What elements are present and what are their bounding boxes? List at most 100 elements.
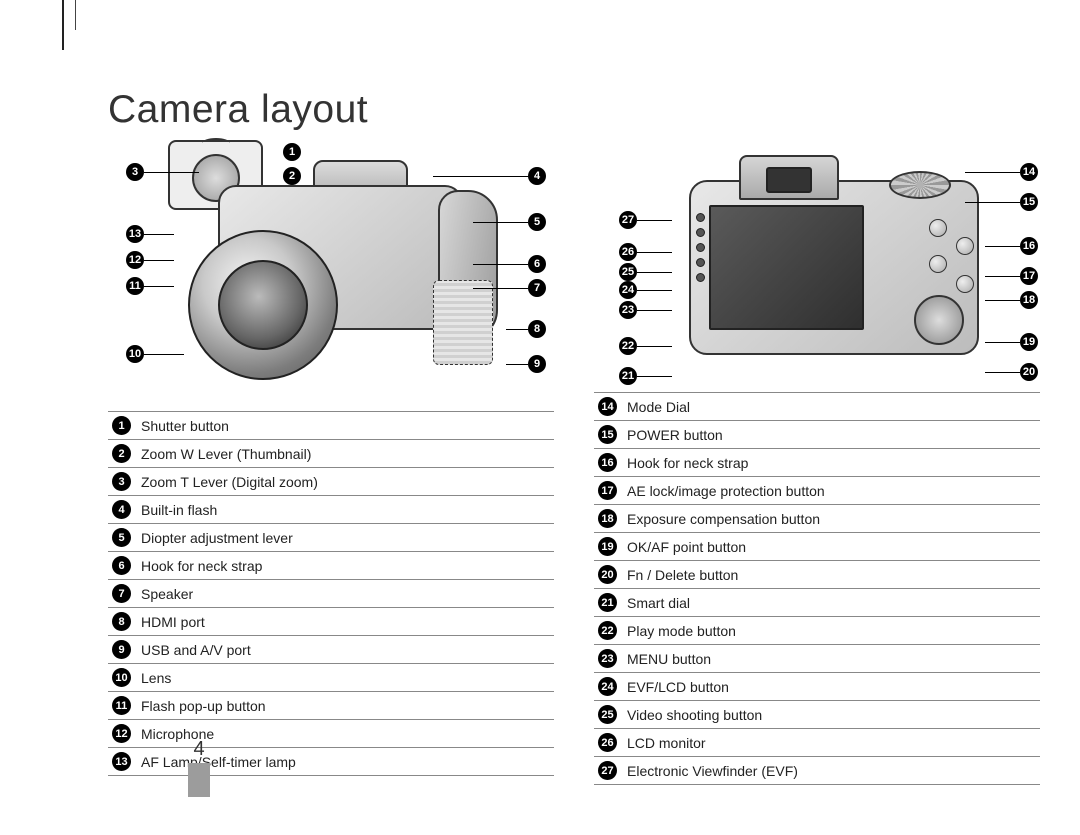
page-title: Camera layout [108,88,368,132]
legend-row: 6 Hook for neck strap [108,552,554,580]
legend-row: 21Smart dial [594,589,1040,617]
page-number-block: 4 [188,738,210,797]
callout-number-badge: 27 [619,211,637,229]
legend-row: 9USB and A/V port [108,636,554,664]
smart-dial-icon [914,295,964,345]
callout: 15 [965,193,1038,211]
legend-row: 24 EVF/LCD button [594,673,1040,701]
callout-number-badge: 22 [619,337,637,355]
callout-number-badge: 25 [619,263,637,281]
legend-label: Lens [141,670,550,686]
callout-leader-line [144,354,184,355]
callout: 23 [619,301,672,319]
legend-number-badge: 17 [598,481,617,500]
legend-number-badge: 12 [112,724,131,743]
callout-leader-line [144,286,174,287]
legend-number-badge: 6 [112,556,131,575]
callout-number-badge: 18 [1020,291,1038,309]
callout: 4 [433,167,546,185]
legend-label: Speaker [141,586,550,602]
legend-row: 8HDMI port [108,608,554,636]
callout-number-badge: 13 [126,225,144,243]
callout-number-badge: 1 [283,143,301,161]
callout-leader-line [985,342,1020,343]
legend-number-badge: 2 [112,444,131,463]
callout-leader-line [473,288,528,289]
legend-number-badge: 19 [598,537,617,556]
callout-leader-line [144,172,199,173]
left-column: 31312111045678912 1Shutter button2Zoom W… [108,145,554,785]
legend-label: Electronic Viewfinder (EVF) [627,763,1036,779]
legend-label: EVF/LCD button [627,679,1036,695]
mode-dial-icon [889,171,951,199]
legend-label: Hook for neck strap [627,455,1036,471]
back-button-icon [956,237,974,255]
callout-leader-line [433,176,528,177]
callout: 13 [126,225,174,243]
callout-number-badge: 12 [126,251,144,269]
legend-label: Hook for neck strap [141,558,550,574]
callout-number-badge: 23 [619,301,637,319]
legend-row: 14 Mode Dial [594,393,1040,421]
legend-number-badge: 22 [598,621,617,640]
crop-mark-outer [62,0,64,50]
callout: 17 [985,267,1038,285]
callout-leader-line [473,264,528,265]
callout-leader-line [965,202,1020,203]
legend-label: Exposure compensation button [627,511,1036,527]
callout-number-badge: 14 [1020,163,1038,181]
callout-leader-line [637,310,672,311]
callout-number-badge: 5 [528,213,546,231]
legend-label: Mode Dial [627,399,1036,415]
page-number: 4 [188,738,210,761]
left-buttons-icon [696,207,706,327]
right-column: 2726252423222114151617181920 14Mode Dial… [594,145,1040,785]
legend-number-badge: 23 [598,649,617,668]
callout-number-badge: 20 [1020,363,1038,381]
legend-row: 7Speaker [108,580,554,608]
legend-row: 11Flash pop-up button [108,692,554,720]
callout: 20 [985,363,1038,381]
legend-label: Diopter adjustment lever [141,530,550,546]
legend-row: 4Built-in flash [108,496,554,524]
legend-right-table: 14Mode Dial15POWER button16Hook for neck… [594,392,1040,785]
legend-label: Smart dial [627,595,1036,611]
legend-number-badge: 14 [598,397,617,416]
legend-row: 19OK/AF point button [594,533,1040,561]
callout-leader-line [985,246,1020,247]
callout-number-badge: 9 [528,355,546,373]
callout-leader-line [637,290,672,291]
callout-leader-line [965,172,1020,173]
legend-number-badge: 24 [598,677,617,696]
callout: 10 [126,345,184,363]
callout-number-badge: 17 [1020,267,1038,285]
callout: 16 [985,237,1038,255]
legend-row: 18Exposure compensation button [594,505,1040,533]
callout-number-badge: 4 [528,167,546,185]
legend-left-table: 1Shutter button2Zoom W Lever (Thumbnail)… [108,411,554,776]
callout-number-badge: 11 [126,277,144,295]
legend-label: Flash pop-up button [141,698,550,714]
legend-row: 17AE lock/image protection button [594,477,1040,505]
callout-leader-line [506,364,528,365]
lcd-screen-icon [709,205,864,330]
legend-label: Zoom T Lever (Digital zoom) [141,474,550,490]
callout: 26 [619,243,672,261]
callout: 9 [506,355,546,373]
legend-row: 20 Fn / Delete button [594,561,1040,589]
lens-inner-icon [218,260,308,350]
legend-label: MENU button [627,651,1036,667]
callout: 19 [985,333,1038,351]
callout-leader-line [637,220,672,221]
callout-number-badge: 15 [1020,193,1038,211]
callout-number-badge: 21 [619,367,637,385]
callout-leader-line [506,329,528,330]
camera-front-figure: 31312111045678912 [108,145,554,405]
callout-number-badge: 26 [619,243,637,261]
back-button-icon [929,255,947,273]
legend-row: 25Video shooting button [594,701,1040,729]
legend-number-badge: 1 [112,416,131,435]
legend-label: Fn / Delete button [627,567,1036,583]
callout: 12 [126,251,174,269]
legend-number-badge: 20 [598,565,617,584]
